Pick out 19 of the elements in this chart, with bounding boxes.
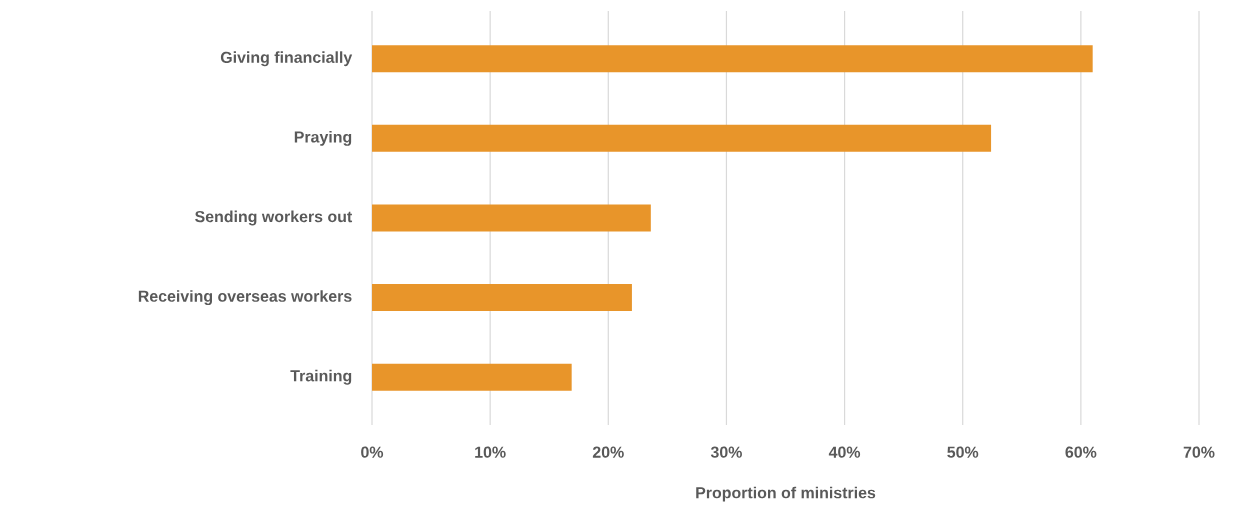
x-tick-label: 50%: [947, 446, 979, 458]
bar: [372, 124, 992, 152]
x-tick-label: 10%: [475, 446, 506, 458]
y-tick-label: Receiving overseas workers: [138, 290, 352, 306]
x-tick-label: 70%: [1183, 446, 1215, 458]
x-tick-label: 40%: [828, 446, 861, 458]
x-tick-label: 30%: [710, 446, 742, 458]
bar: [372, 45, 1093, 73]
bar: [372, 363, 572, 391]
bar: [372, 284, 632, 312]
y-tick-label: Praying: [294, 130, 352, 146]
x-tick-label: 60%: [1065, 446, 1097, 458]
y-tick-label: Training: [290, 369, 352, 385]
bar: [372, 204, 651, 232]
x-tick-label: 0%: [361, 446, 384, 458]
x-axis-title: Proportion of ministries: [696, 486, 876, 502]
x-tick-label: 20%: [592, 446, 624, 458]
y-tick-label: Giving financially: [220, 51, 353, 67]
y-tick-label: Sending workers out: [195, 210, 353, 226]
